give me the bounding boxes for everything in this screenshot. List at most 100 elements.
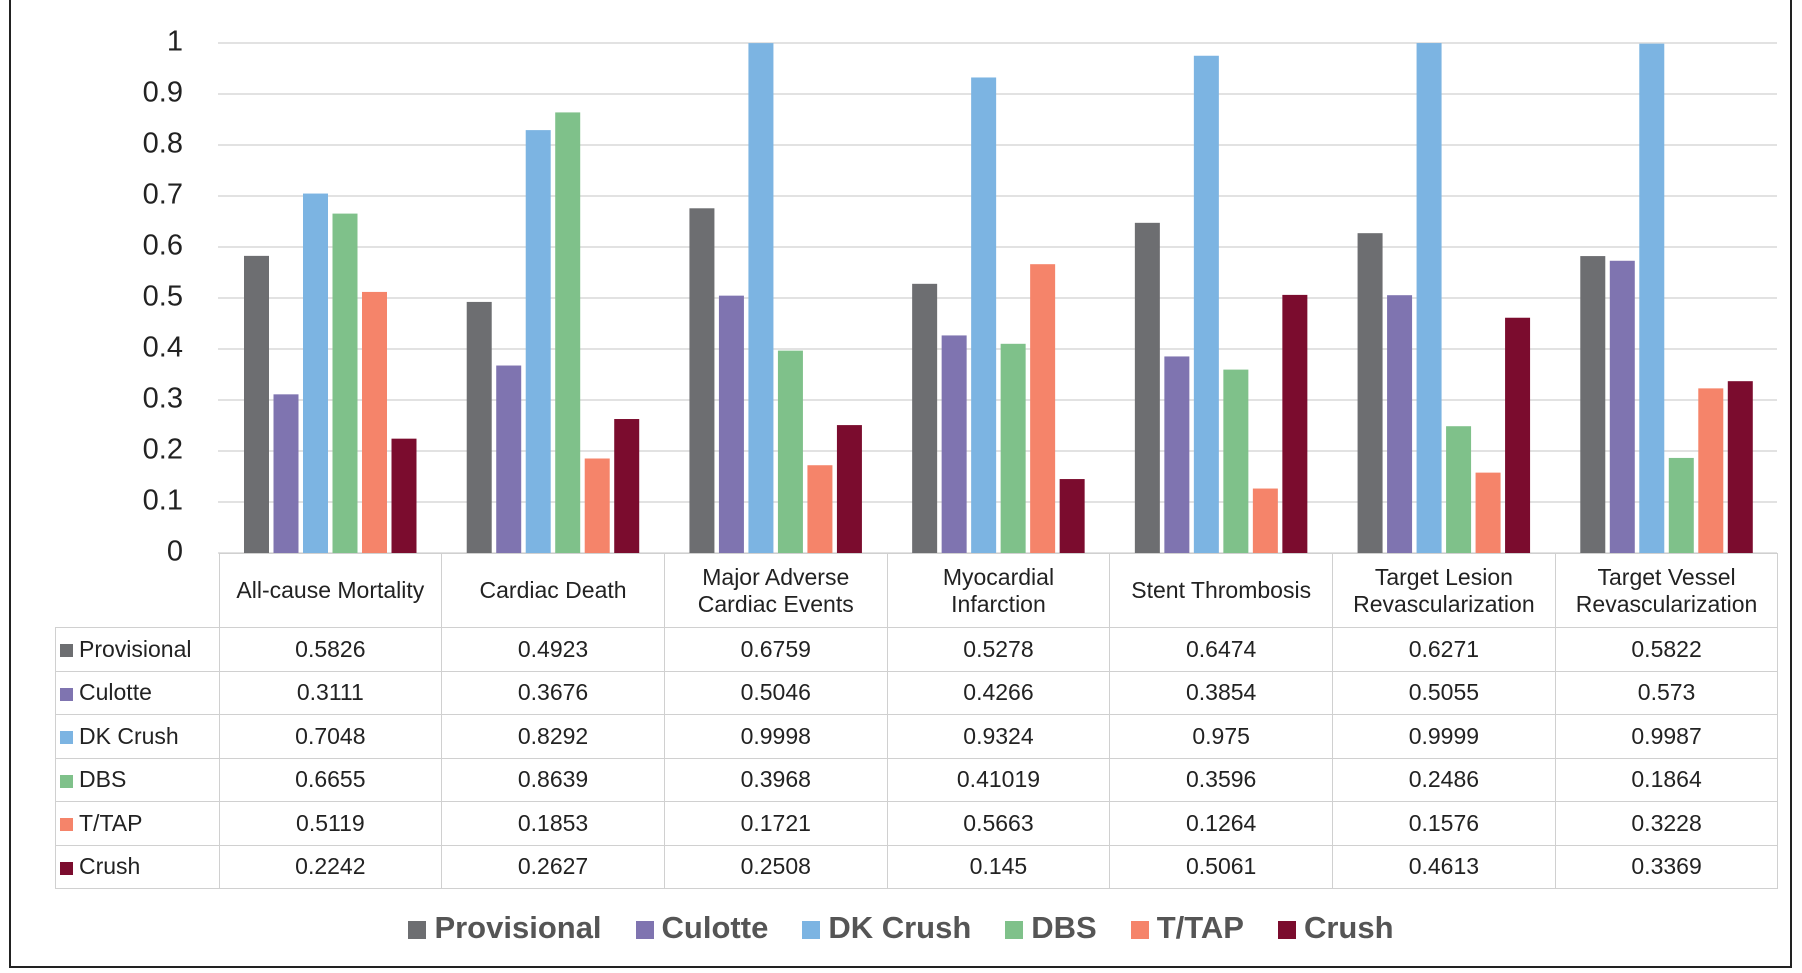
legend-item: DK Crush <box>802 910 971 946</box>
table-row: Crush 0.2242 0.2627 0.2508 0.145 0.5061 0.4613… <box>55 844 1779 889</box>
bar <box>1727 381 1753 553</box>
table-value: 0.5046 <box>663 670 888 715</box>
category-label: Target Lesion Revascularization <box>1332 553 1556 628</box>
table-value: 0.1853 <box>441 801 665 846</box>
table-value: 0.2508 <box>663 844 888 889</box>
bar <box>1387 295 1413 553</box>
table-header-row: All-cause Mortality Cardiac Death Major Ad… <box>56 553 1779 628</box>
table-value: 0.1264 <box>1109 801 1334 846</box>
y-tick-label: 1 <box>167 26 183 58</box>
table-value: 0.4613 <box>1332 844 1556 889</box>
table-value: 0.6759 <box>663 627 888 672</box>
table-value: 0.5826 <box>218 627 443 672</box>
bar <box>689 208 715 553</box>
table-value: 0.1576 <box>1332 801 1556 846</box>
y-tick-label: 0.7 <box>143 179 183 211</box>
series-name: Provisional <box>79 635 192 662</box>
category-label: Major Adverse Cardiac Events <box>663 553 888 628</box>
bar <box>1164 356 1190 553</box>
bar <box>525 130 551 553</box>
bar <box>1000 343 1026 553</box>
bar <box>1030 264 1056 553</box>
table-row: Culotte 0.3111 0.3676 0.5046 0.4266 0.3854 0.5… <box>55 670 1779 715</box>
category-label: Stent Thrombosis <box>1109 553 1334 628</box>
table-value: 0.9987 <box>1554 714 1779 759</box>
y-tick-label: 0.6 <box>143 230 183 262</box>
bar <box>1668 457 1694 553</box>
y-tick-label: 0.3 <box>143 383 183 415</box>
legend: Provisional Culotte DK Crush DBS T/TAP Crush <box>0 910 1802 946</box>
table-corner <box>56 554 220 628</box>
legend-item: Provisional <box>408 910 602 946</box>
legend-key <box>60 687 73 701</box>
y-tick-label: 0.5 <box>143 281 183 313</box>
bar <box>836 425 862 553</box>
frame <box>9 0 1792 968</box>
y-tick-label: 0.9 <box>143 77 183 109</box>
bar <box>912 283 938 553</box>
bar <box>941 335 967 553</box>
series-name: Culotte <box>79 679 152 706</box>
bar <box>1609 260 1635 553</box>
table-value: 0.3968 <box>663 757 888 802</box>
bar <box>777 350 803 553</box>
table-value: 0.5822 <box>1554 627 1779 672</box>
legend-swatch <box>408 920 427 939</box>
table-value: 0.2486 <box>1332 757 1556 802</box>
table-value: 0.5055 <box>1332 670 1556 715</box>
row-header: DBS <box>55 757 220 802</box>
bar <box>244 255 269 553</box>
table-value: 0.9999 <box>1332 714 1556 759</box>
table-value: 0.2242 <box>218 844 443 889</box>
table-value: 0.7048 <box>218 714 443 759</box>
bar <box>1357 233 1383 553</box>
table-value: 0.8292 <box>441 714 665 759</box>
bar <box>748 43 774 554</box>
bar <box>1252 488 1278 553</box>
table-value: 0.3596 <box>1109 757 1334 802</box>
data-table: All-cause Mortality Cardiac Death Major Ad… <box>55 553 1779 889</box>
table-value: 0.3111 <box>218 670 443 715</box>
table-value: 0.6271 <box>1332 627 1556 672</box>
table-row: DBS 0.6655 0.8639 0.3968 0.41019 0.3596 0.2486… <box>55 757 1779 802</box>
legend-key <box>60 644 73 658</box>
table-value: 0.3854 <box>1109 670 1334 715</box>
bar <box>1446 426 1472 553</box>
bar <box>1059 479 1085 553</box>
legend-label: DK Crush <box>828 910 972 945</box>
bar <box>614 419 640 553</box>
table-value: 0.6655 <box>218 757 443 802</box>
table-value: 0.9998 <box>663 714 888 759</box>
legend-key <box>60 731 73 745</box>
bar <box>555 112 581 553</box>
bar <box>1416 43 1442 554</box>
legend-key <box>60 774 73 788</box>
category-label: Target Vessel Revascularization <box>1554 553 1779 628</box>
row-header: Crush <box>55 844 220 889</box>
legend-label: Provisional <box>434 910 602 945</box>
series-name: Crush <box>79 853 141 880</box>
y-tick-label: 0.8 <box>143 128 183 160</box>
legend-swatch <box>635 920 654 939</box>
table-row: Provisional 0.5826 0.4923 0.6759 0.5278 0.647… <box>55 627 1779 672</box>
table-value: 0.1721 <box>663 801 888 846</box>
row-header: T/TAP <box>55 801 220 846</box>
y-tick-label: 0 <box>167 536 183 568</box>
table-value: 0.3228 <box>1554 801 1779 846</box>
bar <box>362 291 387 553</box>
series-name: T/TAP <box>79 809 143 836</box>
series-name: DK Crush <box>79 722 179 749</box>
table-value: 0.975 <box>1109 714 1334 759</box>
bar <box>1580 256 1606 553</box>
bar <box>584 458 610 553</box>
table-value: 0.1864 <box>1554 757 1779 802</box>
row-header: DK Crush <box>55 714 220 759</box>
table-value: 0.3369 <box>1554 844 1779 889</box>
legend-item: DBS <box>1005 910 1097 946</box>
table-value: 0.5663 <box>886 801 1111 846</box>
series-name: DBS <box>79 766 127 793</box>
table-value: 0.4266 <box>886 670 1111 715</box>
bar <box>391 438 417 553</box>
